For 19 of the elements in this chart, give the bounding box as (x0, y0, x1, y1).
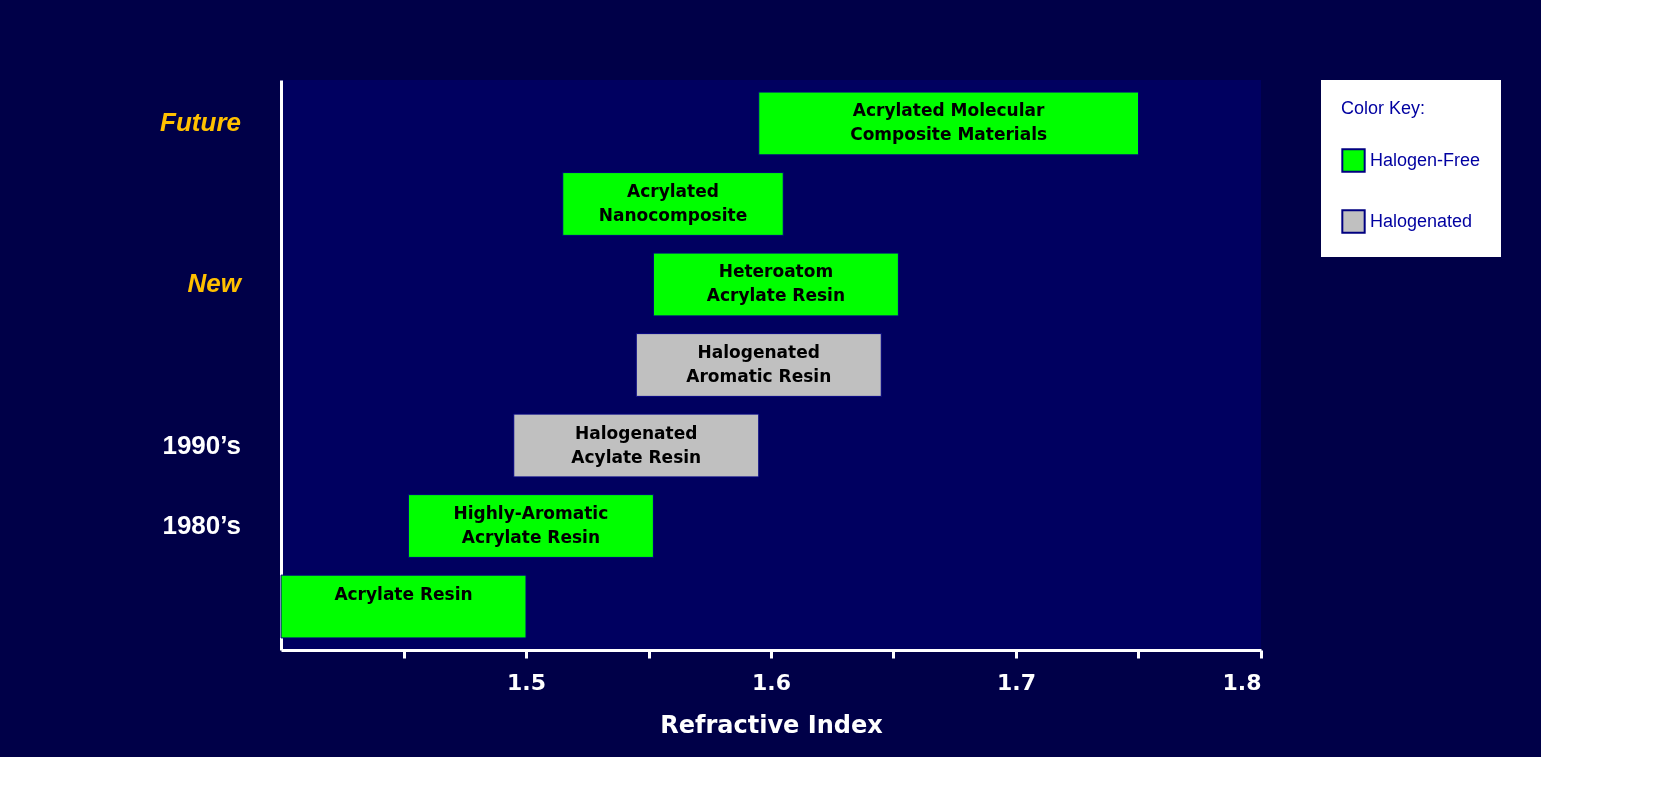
x-tick-label: 1.6 (752, 669, 791, 695)
y-tick-label: Acrylate Resin (334, 583, 473, 604)
text: 1990’s (162, 429, 241, 460)
y-tick-label: Halogenated Aromatic Resin (686, 342, 832, 386)
x-tick-label: 1.7 (997, 669, 1036, 695)
y-tick-label: Acrylated Nanocomposite (598, 180, 748, 225)
text: 1980’s (162, 510, 241, 541)
y-tick-label: Highly-Aromatic Acrylate Resin (453, 503, 609, 548)
y-tick-label: Heteroatom Acrylate Resin (706, 261, 846, 306)
x-tick-label: 1.8 (1222, 669, 1262, 695)
text: New (187, 268, 243, 299)
legend-label: Halogen-Free (1370, 149, 1481, 170)
y-tick-label: Halogenated Acylate Resin (571, 422, 702, 467)
x-axis-title: Refractive Index (660, 710, 884, 739)
legend-label: Halogenated (1370, 210, 1473, 231)
legend-title: Color Key: (1341, 98, 1426, 118)
x-tick-label: 1.5 (507, 669, 546, 695)
text: Future (160, 107, 241, 138)
y-tick-label: Acrylated Molecular Composite Materials (850, 100, 1048, 145)
